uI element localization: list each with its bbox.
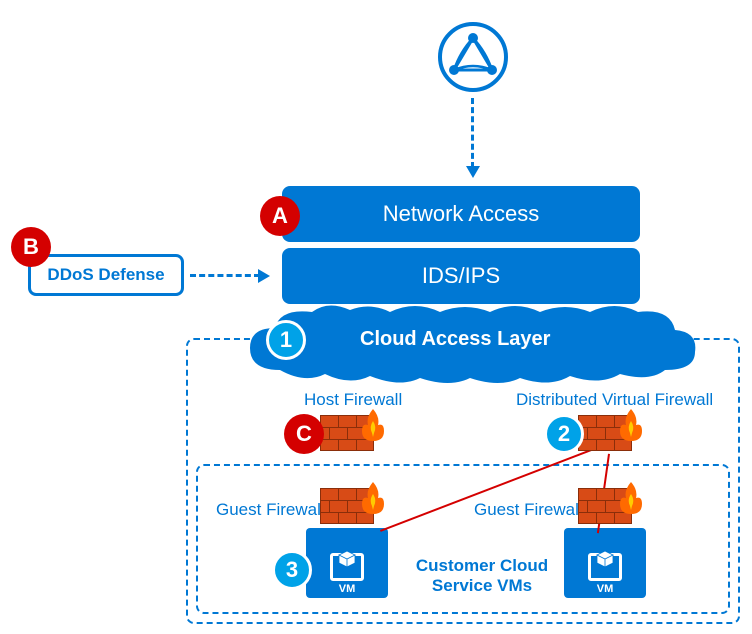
badge-c-label: C: [296, 421, 312, 447]
internet-globe-icon: [438, 22, 508, 92]
badge-1: 1: [266, 320, 306, 360]
vm-2-label: VM: [597, 583, 614, 595]
arrow-ddos-to-ids: [190, 274, 260, 277]
badge-a-label: A: [272, 203, 288, 229]
vm-1-label: VM: [339, 583, 356, 595]
badge-a: A: [260, 196, 300, 236]
ids-ips-label: IDS/IPS: [422, 263, 500, 289]
customer-cloud-vms-title: Customer Cloud Service VMs: [412, 556, 552, 597]
badge-1-label: 1: [280, 327, 292, 353]
arrow-head-icon: [258, 269, 270, 283]
badge-b: B: [11, 227, 51, 267]
host-firewall-icon: [320, 415, 382, 453]
vm-1-icon: VM: [306, 528, 388, 598]
badge-3: 3: [272, 550, 312, 590]
dist-firewall-icon: [578, 415, 640, 453]
network-access-box: Network Access: [282, 186, 640, 242]
ddos-label: DDoS Defense: [47, 265, 164, 285]
ddos-defense-box: DDoS Defense: [28, 254, 184, 296]
guest-firewall-1-label: Guest Firewall: [216, 500, 325, 520]
network-access-label: Network Access: [383, 201, 540, 227]
arrow-internet-to-network: [471, 98, 474, 168]
badge-2-label: 2: [558, 421, 570, 447]
arrow-head-icon: [466, 166, 480, 178]
guest-firewall-2-label: Guest Firewall: [474, 500, 583, 520]
badge-c: C: [284, 414, 324, 454]
guest-firewall-1-icon: [320, 488, 382, 526]
badge-b-label: B: [23, 234, 39, 260]
dist-firewall-label: Distributed Virtual Firewall: [516, 390, 713, 410]
vm-2-icon: VM: [564, 528, 646, 598]
network-security-diagram: Network Access A IDS/IPS DDoS Defense B …: [0, 0, 752, 634]
ids-ips-box: IDS/IPS: [282, 248, 640, 304]
guest-firewall-2-icon: [578, 488, 640, 526]
cloud-access-layer-label: Cloud Access Layer: [360, 328, 550, 351]
badge-3-label: 3: [286, 557, 298, 583]
host-firewall-label: Host Firewall: [304, 390, 402, 410]
badge-2: 2: [544, 414, 584, 454]
